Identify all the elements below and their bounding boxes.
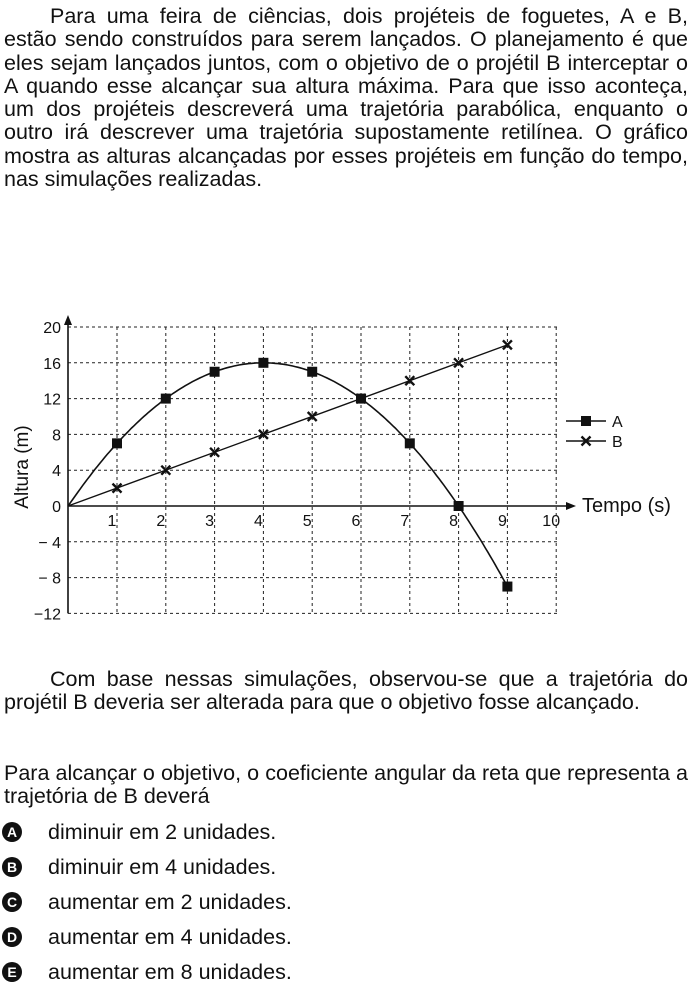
x-axis-label: Tempo (s) [582,495,671,517]
legend-b-marker [580,435,592,447]
option-text: diminuir em 2 unidades. [48,819,277,844]
series-a-point [209,366,220,377]
y-tick-label: − 8 [38,571,61,588]
y-tick-label: 0 [52,499,61,516]
x-tick-label: 6 [352,513,361,530]
option-letter-badge: D [2,927,22,947]
series-b-point [502,339,513,351]
y-tick-label: 20 [43,320,61,337]
option-letter-badge: E [2,962,22,982]
option-text: diminuir em 4 unidades. [48,854,277,879]
option-text: aumentar em 4 unidades. [48,924,292,949]
option-text: aumentar em 2 unidades. [48,889,292,914]
y-tick-label: − 4 [38,535,61,552]
y-tick-label: −12 [34,606,61,623]
y-tick-label: 16 [43,356,61,373]
y-axis-label: Altura (m) [12,425,33,508]
series-b-point [355,393,367,404]
series-a-point [502,581,513,592]
x-tick-label: 7 [400,513,409,530]
series-a-point [453,501,464,511]
x-tick-label: 9 [498,513,507,530]
question-stem: Para alcançar o objetivo, o coeficiente … [4,761,688,809]
x-tick-label: 8 [449,513,458,530]
x-tick-label: 2 [156,513,165,530]
observation-paragraph: Com base nessas simulações, observou-se … [4,667,688,715]
x-tick-label: 1 [108,513,117,530]
series-b-point [160,464,172,476]
series-a-point [307,366,318,377]
y-tick-label: 8 [52,427,61,444]
series-b-point [404,375,416,387]
y-axis-arrow [64,315,72,325]
series-a-curve [67,362,509,587]
series-b-line [67,344,508,507]
x-tick-label: 4 [254,513,263,530]
option-letter-badge: C [2,892,22,912]
series-b-point [306,411,318,422]
option-letter-badge: A [2,822,22,842]
x-tick-label: 10 [542,513,560,530]
series-a-point [160,393,171,404]
x-tick-label: 5 [303,513,312,530]
series-a-point [404,438,415,449]
series-b-point [209,446,220,458]
y-tick-label: 12 [43,392,61,409]
option-letter-badge: B [2,857,22,877]
x-axis-arrow [566,502,576,510]
y-tick-label: 4 [52,463,61,480]
option-text: aumentar em 8 unidades. [48,959,292,984]
series-a-point [112,438,122,449]
legend-b-label: B [612,434,623,451]
x-tick-label: 3 [205,513,214,530]
intro-paragraph: Para uma feira de ciências, dois projéte… [4,4,688,192]
legend-a-label: A [612,414,623,431]
series-b-point [453,357,464,369]
series-a-point [258,357,269,368]
series-b-point [258,429,269,440]
legend-a-marker [581,416,591,426]
series-b-point [111,482,123,494]
